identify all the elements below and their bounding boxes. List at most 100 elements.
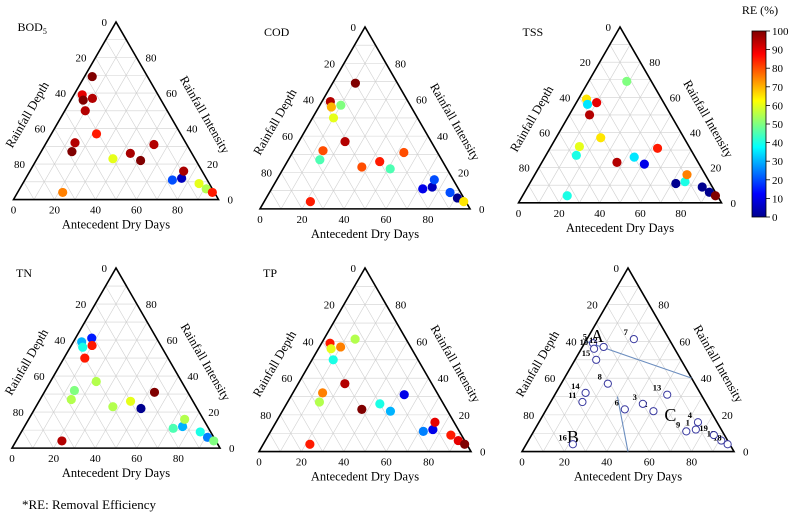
colorbar-tick-label: 80: [772, 63, 784, 75]
data-points: [305, 78, 469, 207]
tick-label-depth: 40: [55, 88, 67, 100]
data-point: [149, 387, 160, 397]
data-point: [69, 385, 79, 396]
tick-label-add: 0: [516, 208, 522, 220]
grid-line: [322, 81, 397, 210]
grid-line: [574, 359, 629, 452]
tick-label-add: 80: [423, 457, 435, 469]
tick-label-depth: 60: [281, 373, 293, 385]
grid: [269, 286, 461, 452]
grid-line: [564, 378, 608, 452]
axis-label-intensity: Rainfall Intensity: [691, 323, 747, 406]
data-point: [149, 139, 159, 150]
grid-line: [156, 146, 189, 200]
colorbar-tick-label: 30: [772, 156, 784, 168]
axis-label-depth: Rainfall Depth: [3, 79, 52, 151]
axis-label-intensity: Rainfall Intensity: [427, 81, 483, 164]
data-point: [459, 196, 469, 207]
tick-label-depth: 20: [75, 299, 87, 311]
tick-label-intensity: 60: [167, 335, 179, 347]
axis-label-depth: Rainfall Depth: [250, 86, 299, 158]
data-point: [427, 182, 437, 192]
data-point: [584, 110, 595, 120]
data-point: [582, 99, 593, 109]
grid-line: [538, 44, 631, 203]
data-point: [592, 97, 602, 108]
tick-label-depth: 80: [260, 410, 272, 422]
data-point: [385, 406, 396, 416]
tick-label-depth: 40: [303, 336, 315, 348]
data-point: [328, 113, 339, 123]
grid-line: [280, 45, 376, 210]
tick-label-add: 60: [644, 457, 656, 469]
data-point: [314, 397, 325, 407]
ternary-panel-tss: 0 0 0 20 20 20 40 40 40 60 60 60 80 80 80 Rainfall Dept…: [507, 22, 736, 235]
data-point: [318, 146, 328, 156]
tick-label-intensity: 40: [187, 124, 199, 136]
tick-label-intensity: 40: [701, 373, 713, 385]
tick-label-intensity: 60: [416, 95, 428, 107]
data-point: [168, 423, 178, 433]
tick-label-add: 20: [554, 208, 566, 220]
tick-label-intensity: 80: [146, 299, 158, 311]
data-point: [78, 95, 88, 105]
data-point: [622, 76, 632, 86]
colorbar-tick-label: 50: [772, 119, 784, 131]
grid-line: [619, 114, 672, 203]
event-marker: [723, 440, 732, 449]
data-point: [326, 344, 336, 354]
event-label: 10: [580, 337, 589, 347]
data-point: [596, 133, 606, 143]
event-label: 6: [615, 397, 619, 407]
colorbar-tick-label: 0: [772, 212, 778, 224]
tick-label-intensity: 20: [207, 159, 219, 171]
grid-line: [136, 128, 178, 200]
data-point: [375, 399, 385, 409]
grid-line: [568, 114, 621, 203]
axis-label-add: Antecedent Dry Days: [62, 466, 170, 480]
data-point: [710, 191, 721, 201]
grid-line: [43, 146, 76, 200]
event-label: 14: [571, 381, 580, 391]
event-label: 4: [688, 410, 693, 420]
tick-label-add: 80: [173, 453, 185, 465]
grid-line: [332, 322, 408, 452]
grid-line: [680, 167, 702, 203]
data-point: [87, 71, 97, 82]
grid-line: [558, 132, 600, 203]
tick-label-depth: 80: [14, 159, 26, 171]
grid-line: [74, 321, 148, 449]
data-point: [680, 177, 690, 187]
tick-label-add: 20: [559, 457, 571, 469]
grid-line: [589, 79, 661, 203]
triangle-outline: [258, 25, 472, 210]
data-point: [57, 436, 67, 446]
panel-title: COD: [264, 25, 290, 39]
grid-line: [670, 396, 703, 452]
zone-line: [616, 396, 629, 452]
tick-label-add: 60: [131, 453, 143, 465]
grid-line: [42, 393, 75, 449]
grid-line: [23, 181, 35, 200]
data-point: [195, 427, 205, 437]
tick-label-intensity: 0: [480, 447, 486, 459]
tick-label-depth: 0: [614, 263, 620, 275]
data-point: [91, 376, 101, 387]
grid-line: [64, 110, 117, 200]
data-point: [70, 138, 80, 148]
axis-label-depth: Rainfall Depth: [507, 83, 556, 155]
data-point: [194, 178, 204, 189]
data-point: [574, 141, 585, 152]
ternary-panel-key: 0 0 0 20 20 20 40 40 40 60 60 60 80 80 80 Rainfall Dept…: [513, 263, 749, 484]
tick-label-depth: 40: [559, 92, 571, 104]
colorbar-tick-label: 70: [772, 82, 784, 94]
axis-label-add: Antecedent Dry Days: [574, 470, 682, 484]
axis-label-intensity: Rainfall Intensity: [178, 321, 234, 404]
ternary-panel-cod: 0 0 0 20 20 20 40 40 40 60 60 60 80 80 80 Rainfall Dept…: [250, 22, 485, 241]
event-label: 15: [582, 348, 591, 358]
grid-line: [301, 378, 345, 452]
event-label: 16: [558, 432, 567, 442]
tick-label-intensity: 20: [459, 410, 471, 422]
data-point: [336, 100, 346, 110]
data-point: [326, 102, 336, 112]
